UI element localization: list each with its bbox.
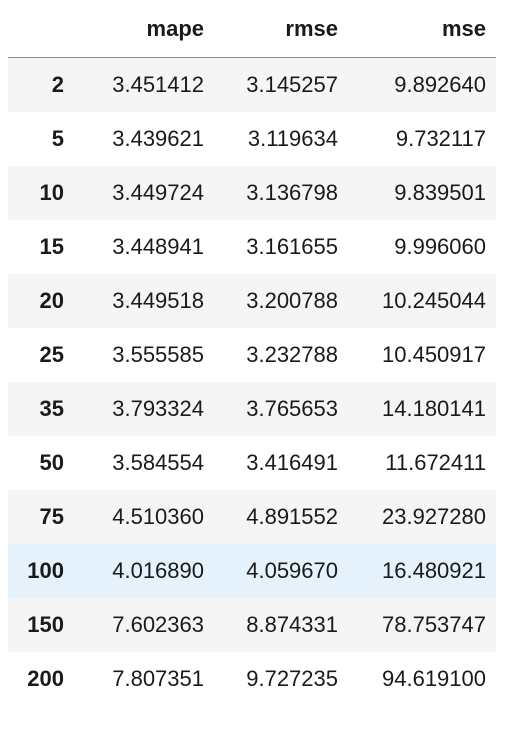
- rmse-cell: 3.200788: [246, 287, 338, 313]
- row-index: 25: [39, 341, 64, 367]
- mape-cell: 3.555585: [112, 341, 204, 367]
- table-row: 35 3.793324 3.765653 14.180141: [8, 381, 496, 436]
- mape-cell: 4.510360: [112, 503, 204, 529]
- mse-cell: 9.732117: [395, 125, 486, 151]
- mape-cell: 3.449518: [112, 287, 204, 313]
- table-row: 10 3.449724 3.136798 9.839501: [8, 165, 496, 220]
- rmse-cell: 8.874331: [246, 611, 338, 637]
- mse-cell: 94.619100: [382, 665, 486, 691]
- mse-cell: 78.753747: [382, 611, 486, 637]
- row-index: 2: [51, 71, 64, 97]
- rmse-cell: 3.119634: [247, 125, 338, 151]
- column-header-rmse: rmse: [214, 0, 348, 58]
- column-header-mse: mse: [348, 0, 496, 58]
- column-header-mape: mape: [74, 0, 214, 58]
- index-header: [8, 0, 74, 58]
- table-row: 100 4.016890 4.059670 16.480921: [8, 543, 496, 598]
- rmse-cell: 3.145257: [246, 71, 338, 97]
- table-row: 75 4.510360 4.891552 23.927280: [8, 489, 496, 544]
- row-index: 75: [39, 503, 64, 529]
- table-row: 20 3.449518 3.200788 10.245044: [8, 273, 496, 328]
- table-row: 150 7.602363 8.874331 78.753747: [8, 597, 496, 652]
- row-index: 200: [27, 665, 64, 691]
- table-body: 2 3.451412 3.145257 9.892640 5 3.439621 3.1196…: [8, 57, 496, 706]
- mse-cell: 10.245044: [382, 287, 486, 313]
- table-row: 15 3.448941 3.161655 9.996060: [8, 219, 496, 274]
- table-row: 50 3.584554 3.416491 11.672411: [8, 435, 496, 490]
- row-index: 100: [27, 557, 64, 583]
- mse-cell: 16.480921: [382, 557, 486, 583]
- table-row: 5 3.439621 3.119634 9.732117: [8, 111, 496, 166]
- row-index: 20: [39, 287, 64, 313]
- row-index: 5: [51, 125, 64, 151]
- row-index: 150: [27, 611, 64, 637]
- rmse-cell: 3.765653: [246, 395, 338, 421]
- table-header: mape rmse mse: [8, 0, 496, 58]
- results-table: mape rmse mse 2 3.451412 3.145257 9.892640 5…: [8, 0, 496, 706]
- mape-cell: 3.439621: [112, 125, 204, 151]
- mape-cell: 4.016890: [112, 557, 204, 583]
- mse-cell: 9.839501: [394, 179, 486, 205]
- row-index: 35: [39, 395, 64, 421]
- mape-cell: 3.584554: [112, 449, 204, 475]
- table-row: 200 7.807351 9.727235 94.619100: [8, 651, 496, 706]
- mape-cell: 3.448941: [112, 233, 204, 259]
- mse-cell: 10.450917: [382, 341, 486, 367]
- mape-cell: 3.449724: [112, 179, 204, 205]
- rmse-cell: 3.416491: [246, 449, 338, 475]
- rmse-cell: 3.161655: [246, 233, 338, 259]
- mse-cell: 9.892640: [394, 71, 486, 97]
- rmse-cell: 9.727235: [246, 665, 338, 691]
- row-index: 50: [39, 449, 64, 475]
- header-row: mape rmse mse: [8, 0, 496, 58]
- row-index: 15: [39, 233, 64, 259]
- mape-cell: 3.451412: [112, 71, 204, 97]
- mse-cell: 9.996060: [394, 233, 486, 259]
- mape-cell: 3.793324: [112, 395, 204, 421]
- mape-cell: 7.602363: [112, 611, 204, 637]
- mse-cell: 14.180141: [382, 395, 486, 421]
- rmse-cell: 3.136798: [246, 179, 338, 205]
- rmse-cell: 3.232788: [246, 341, 338, 367]
- rmse-cell: 4.891552: [246, 503, 338, 529]
- dataframe-output: mape rmse mse 2 3.451412 3.145257 9.892640 5…: [8, 0, 496, 706]
- table-row: 2 3.451412 3.145257 9.892640: [8, 57, 496, 112]
- rmse-cell: 4.059670: [246, 557, 338, 583]
- mse-cell: 23.927280: [382, 503, 486, 529]
- table-row: 25 3.555585 3.232788 10.450917: [8, 327, 496, 382]
- row-index: 10: [39, 179, 64, 205]
- mape-cell: 7.807351: [112, 665, 204, 691]
- mse-cell: 11.672411: [385, 449, 486, 475]
